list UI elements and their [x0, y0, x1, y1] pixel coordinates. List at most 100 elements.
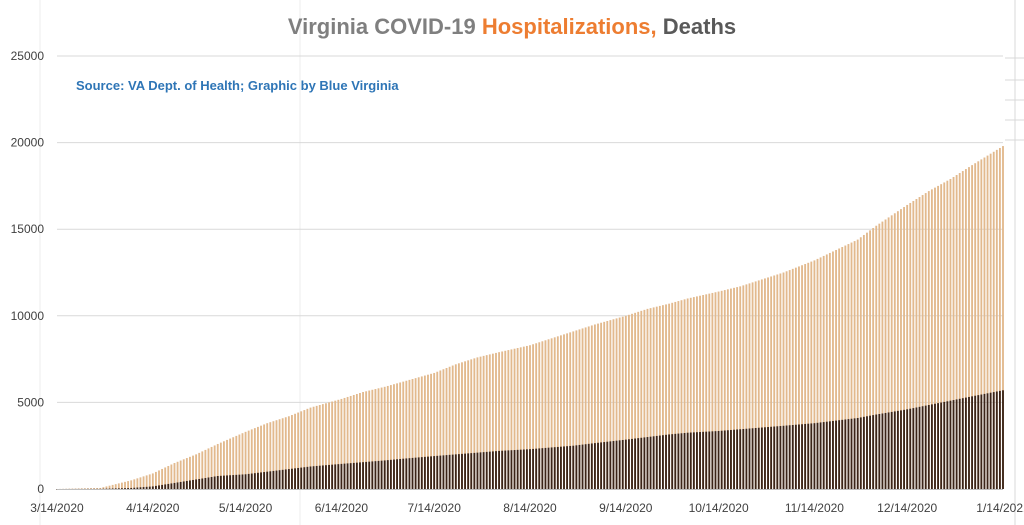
hospitalizations-bar [544, 340, 547, 489]
deaths-bar [136, 487, 139, 489]
hospitalizations-bar [241, 433, 244, 489]
hospitalizations-bar [699, 295, 701, 489]
hospitalizations-bar [566, 333, 569, 489]
hospitalizations-bar [847, 244, 850, 489]
hospitalizations-bar [74, 488, 77, 490]
deaths-bar [158, 485, 160, 489]
hospitalizations-bar [896, 211, 899, 489]
deaths-bar [764, 427, 766, 489]
hospitalizations-bar [504, 350, 507, 489]
hospitalizations-bar [408, 379, 411, 489]
hospitalizations-bar [810, 261, 813, 489]
deaths-bar [430, 456, 432, 489]
hospitalizations-bar [776, 274, 779, 489]
y-tick-label: 15000 [11, 222, 45, 236]
deaths-bar [513, 450, 516, 489]
deaths-bar [210, 477, 213, 489]
deaths-bar [934, 403, 936, 489]
hospitalizations-bar [924, 193, 927, 489]
hospitalizations-bar [420, 376, 423, 489]
deaths-bar [402, 458, 405, 489]
deaths-bar [185, 480, 188, 489]
chart-title-part2: Hospitalizations, [481, 14, 657, 39]
deaths-bar [321, 465, 324, 489]
deaths-bar [436, 455, 439, 489]
hospitalizations-bar [343, 397, 346, 489]
hospitalizations-bar [643, 309, 646, 489]
hospitalizations-bar [872, 228, 875, 490]
hospitalizations-bar [832, 251, 834, 489]
deaths-bar [745, 428, 748, 489]
deaths-bar [717, 430, 720, 489]
deaths-bar [566, 446, 569, 489]
deaths-bar [275, 470, 278, 489]
deaths-bar [767, 427, 769, 489]
hospitalizations-bar [155, 471, 157, 489]
deaths-bar [306, 466, 309, 489]
hospitalizations-bar [430, 373, 432, 489]
deaths-bar [937, 403, 939, 489]
deaths-bar [971, 396, 974, 489]
hospitalizations-bar [130, 480, 133, 489]
hospitalizations-bar [386, 385, 389, 489]
deaths-bar [893, 411, 896, 489]
deaths-bar [207, 477, 210, 489]
hospitalizations-bar [204, 449, 207, 489]
hospitalizations-bar [696, 296, 698, 489]
x-tick-label: 11/14/2020 [785, 501, 844, 515]
deaths-bar [776, 426, 779, 489]
deaths-bar [773, 426, 776, 489]
hospitalizations-bar [760, 279, 763, 489]
hospitalizations-bar [612, 319, 615, 489]
deaths-bar [445, 455, 448, 489]
hospitalizations-bar [105, 486, 108, 489]
hospitalizations-bar [779, 273, 782, 489]
deaths-bar [464, 453, 466, 489]
hospitalizations-bar [906, 204, 909, 489]
hospitalizations-bar [637, 311, 640, 489]
hospitalizations-bar [161, 468, 164, 489]
deaths-bar [325, 465, 327, 489]
hospitalizations-bar [569, 332, 572, 489]
hospitalizations-bar [189, 456, 191, 489]
hospitalizations-bar [179, 460, 182, 489]
deaths-bar [148, 486, 151, 489]
hospitalizations-bar [380, 387, 383, 489]
hospitalizations-bar [887, 217, 890, 490]
deaths-bar [974, 395, 977, 489]
hospitalizations-bar [278, 419, 281, 489]
deaths-bar [420, 457, 423, 489]
hospitalizations-bar [736, 287, 739, 489]
deaths-bar [791, 425, 794, 489]
deaths-bar [476, 452, 479, 489]
deaths-bar [108, 488, 111, 490]
deaths-bar [272, 470, 275, 489]
deaths-bar [457, 454, 460, 489]
hospitalizations-bar [139, 477, 142, 489]
deaths-bar [903, 409, 905, 489]
hospitalizations-bar [983, 157, 986, 489]
deaths-bar [699, 432, 701, 489]
deaths-bar [195, 479, 198, 489]
hospitalizations-bar [578, 329, 581, 489]
hospitalizations-bar [730, 288, 732, 489]
hospitalizations-bar [213, 445, 216, 489]
deaths-bar [544, 447, 547, 489]
hospitalizations-bar [757, 280, 760, 489]
hospitalizations-bar [482, 355, 485, 489]
hospitalizations-bar [884, 219, 887, 489]
deaths-bar [383, 460, 386, 489]
hospitalizations-bar [609, 320, 612, 489]
deaths-bar [915, 407, 918, 489]
deaths-bar [287, 469, 290, 489]
deaths-bar [318, 465, 321, 489]
hospitalizations-bar [513, 348, 516, 489]
x-tick-label: 6/14/2020 [315, 501, 369, 515]
deaths-bar [587, 443, 590, 489]
deaths-bar [541, 448, 544, 489]
hospitalizations-bar [223, 441, 225, 489]
hospitalizations-bar [878, 223, 881, 489]
hospitalizations-bar [417, 377, 420, 489]
hospitalizations-bar [958, 173, 961, 489]
deaths-bar [692, 432, 695, 489]
